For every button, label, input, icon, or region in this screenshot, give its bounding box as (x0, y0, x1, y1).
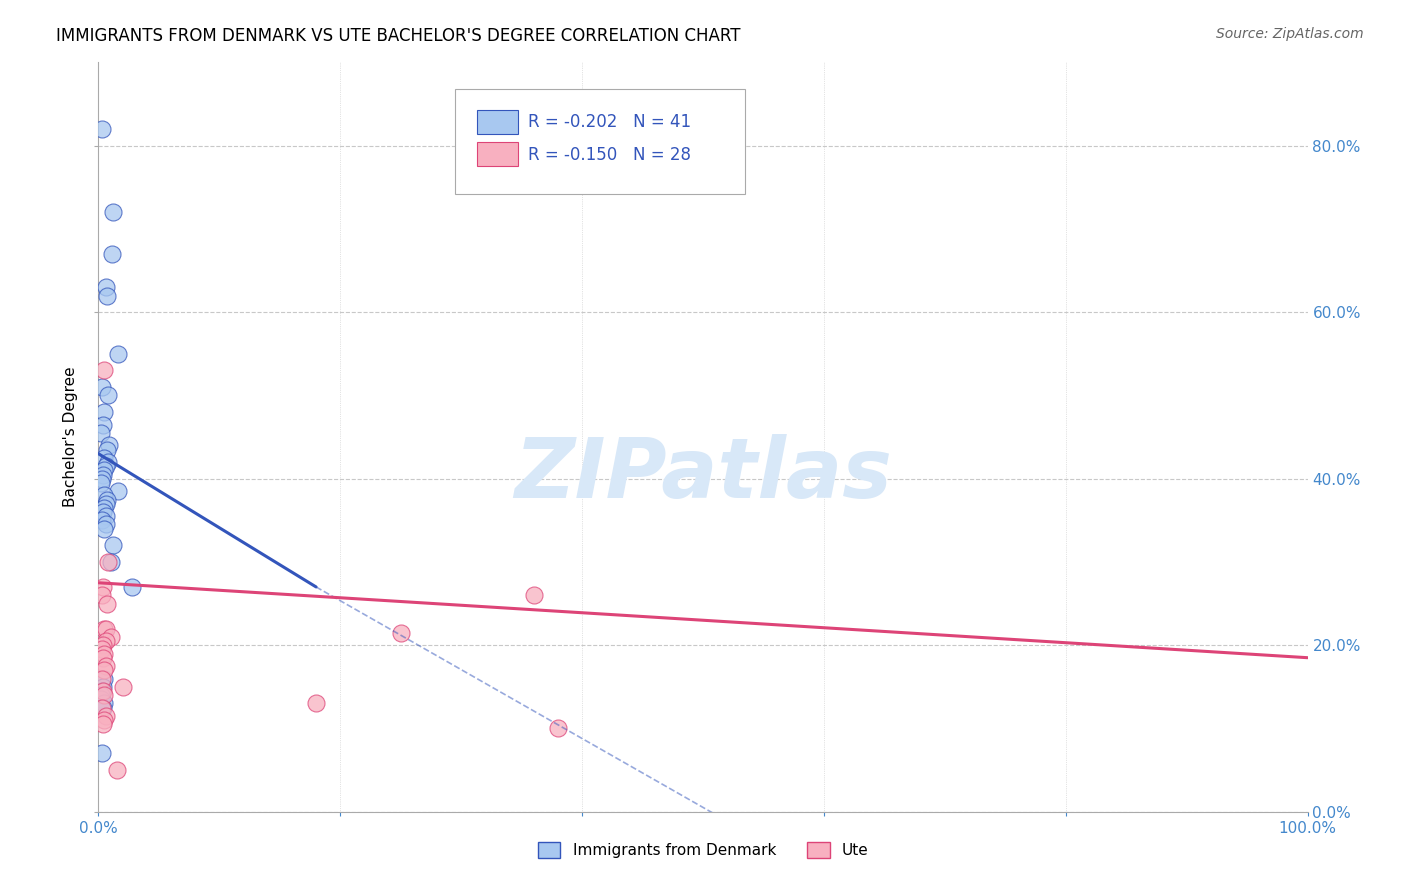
Point (96, 288, 118, 302)
Point (93, 463, 115, 477)
Point (91, 580, 114, 594)
Point (101, 538, 124, 552)
Point (93, 622, 115, 636)
Text: ZIPatlas: ZIPatlas (515, 434, 891, 515)
Point (93, 488, 115, 502)
Point (91, 700, 114, 714)
Point (93, 500, 115, 515)
Point (93, 405, 115, 419)
Point (305, 697, 328, 711)
Point (121, 580, 143, 594)
Text: IMMIGRANTS FROM DENMARK VS UTE BACHELOR'S DEGREE CORRELATION CHART: IMMIGRANTS FROM DENMARK VS UTE BACHELOR'… (56, 27, 741, 45)
Point (91, 513, 114, 527)
Point (91, 684, 114, 698)
Point (547, 722, 569, 736)
Point (93, 522, 115, 536)
Point (94, 709, 117, 723)
Point (101, 205, 124, 219)
Point (100, 555, 122, 569)
Point (94, 659, 117, 673)
Point (93, 697, 115, 711)
Point (91, 650, 114, 665)
Point (91, 417, 114, 432)
Point (90, 692, 112, 706)
Point (94, 497, 117, 511)
Point (93, 713, 115, 727)
Point (94, 280, 117, 294)
Point (107, 347, 129, 361)
Point (105, 763, 128, 777)
Point (96, 597, 118, 611)
Point (91, 717, 114, 731)
Point (91, 638, 114, 652)
Point (94, 634, 117, 648)
Text: Source: ZipAtlas.com: Source: ZipAtlas.com (1216, 27, 1364, 41)
Point (93, 672, 115, 686)
Point (93, 688, 115, 702)
Point (91, 747, 114, 761)
Text: R = -0.150   N = 28: R = -0.150 N = 28 (527, 145, 690, 163)
Point (94, 622, 117, 636)
Point (91, 588, 114, 602)
FancyBboxPatch shape (477, 142, 517, 166)
Point (523, 588, 546, 602)
Point (91, 505, 114, 519)
Point (97, 555, 120, 569)
Point (91, 680, 114, 694)
Point (93, 647, 115, 661)
Point (389, 625, 412, 640)
Point (93, 663, 115, 677)
Point (96, 442, 118, 457)
Point (93, 363, 115, 377)
Point (97, 388, 120, 402)
Point (111, 680, 134, 694)
Point (91, 672, 114, 686)
FancyBboxPatch shape (477, 110, 517, 134)
FancyBboxPatch shape (456, 88, 745, 194)
Point (90, 475, 112, 490)
Legend: Immigrants from Denmark, Ute: Immigrants from Denmark, Ute (531, 836, 875, 864)
Point (93, 450, 115, 465)
Point (90, 425, 112, 440)
Point (107, 484, 129, 499)
Point (96, 492, 118, 507)
Point (100, 630, 122, 644)
Point (94, 509, 117, 524)
Point (91, 642, 114, 657)
Point (98, 438, 121, 452)
Point (100, 247, 122, 261)
Point (94, 459, 117, 474)
Y-axis label: Bachelor's Degree: Bachelor's Degree (63, 367, 79, 508)
Point (90, 688, 112, 702)
Point (91, 467, 114, 482)
Text: R = -0.202   N = 41: R = -0.202 N = 41 (527, 113, 690, 131)
Point (94, 517, 117, 532)
Point (91, 472, 114, 486)
Point (97, 455, 120, 469)
Point (91, 700, 114, 714)
Point (91, 684, 114, 698)
Point (91, 380, 114, 394)
Point (91, 122, 114, 136)
